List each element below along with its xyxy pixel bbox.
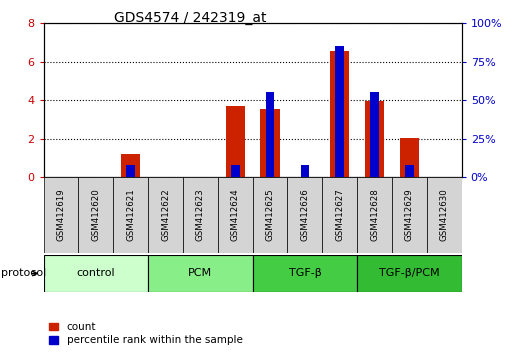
Text: GSM412628: GSM412628 xyxy=(370,189,379,241)
Bar xyxy=(226,106,245,177)
Bar xyxy=(252,177,287,253)
Bar xyxy=(400,138,419,177)
Text: TGF-β: TGF-β xyxy=(288,268,321,279)
Bar xyxy=(126,165,135,177)
Bar xyxy=(44,255,148,292)
Text: GSM412625: GSM412625 xyxy=(266,189,274,241)
Text: GSM412629: GSM412629 xyxy=(405,189,414,241)
Bar xyxy=(148,177,183,253)
Text: PCM: PCM xyxy=(188,268,212,279)
Bar xyxy=(218,177,252,253)
Text: GSM412623: GSM412623 xyxy=(196,189,205,241)
Bar xyxy=(427,177,462,253)
Text: GSM412630: GSM412630 xyxy=(440,189,449,241)
Text: GSM412619: GSM412619 xyxy=(56,189,66,241)
Bar xyxy=(357,255,462,292)
Bar xyxy=(370,92,379,177)
Bar xyxy=(183,177,218,253)
Bar xyxy=(252,255,357,292)
Text: TGF-β/PCM: TGF-β/PCM xyxy=(379,268,440,279)
Bar xyxy=(148,255,252,292)
Bar xyxy=(405,165,414,177)
Bar xyxy=(78,177,113,253)
Bar xyxy=(322,177,357,253)
Bar xyxy=(231,165,240,177)
Text: GSM412624: GSM412624 xyxy=(231,189,240,241)
Bar xyxy=(266,92,274,177)
Text: GSM412622: GSM412622 xyxy=(161,189,170,241)
Legend: count, percentile rank within the sample: count, percentile rank within the sample xyxy=(49,322,243,345)
Bar xyxy=(121,154,140,177)
Text: GSM412621: GSM412621 xyxy=(126,189,135,241)
Bar xyxy=(287,177,322,253)
Text: control: control xyxy=(76,268,115,279)
Bar xyxy=(330,51,349,177)
Text: GSM412620: GSM412620 xyxy=(91,189,101,241)
Bar xyxy=(113,177,148,253)
Text: GSM412627: GSM412627 xyxy=(336,189,344,241)
Text: protocol: protocol xyxy=(1,268,46,279)
Bar xyxy=(301,165,309,177)
Bar xyxy=(357,177,392,253)
Bar xyxy=(392,177,427,253)
Bar xyxy=(336,46,344,177)
Bar xyxy=(261,109,280,177)
Text: GDS4574 / 242319_at: GDS4574 / 242319_at xyxy=(114,11,266,25)
Text: GSM412626: GSM412626 xyxy=(301,189,309,241)
Bar xyxy=(44,177,78,253)
Bar xyxy=(365,101,384,177)
